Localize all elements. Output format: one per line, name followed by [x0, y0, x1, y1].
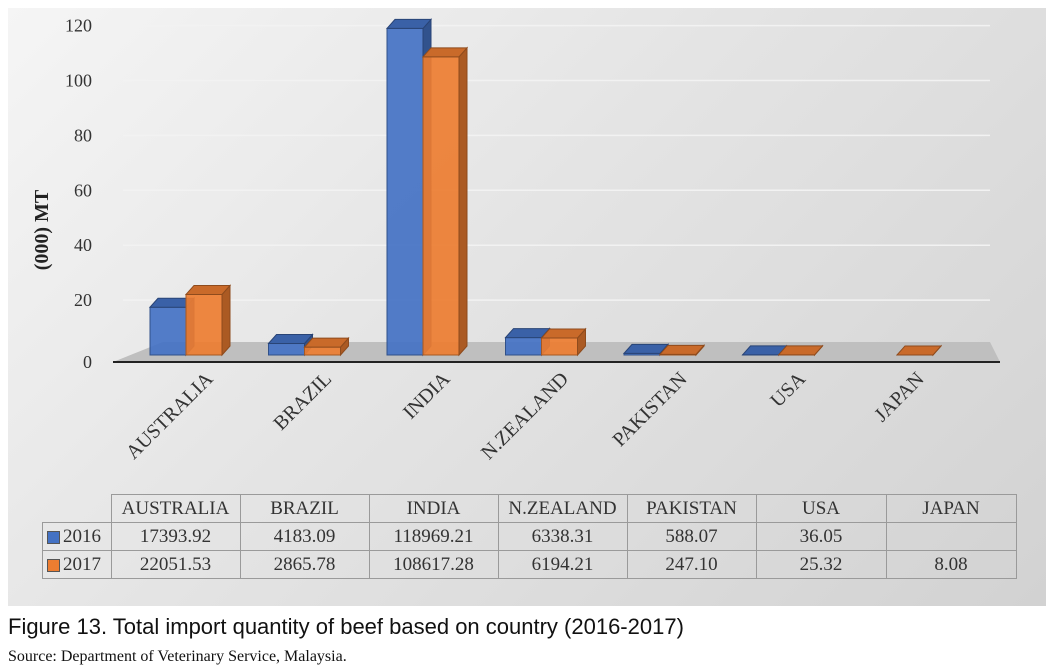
figure-caption: Figure 13. Total import quantity of beef… — [8, 614, 684, 639]
bar-top-2017-n.zealand — [540, 328, 587, 339]
y-tick-label: 60 — [74, 180, 92, 200]
bar-2016-india — [386, 27, 424, 356]
legend-swatch-2016 — [47, 530, 60, 544]
table-header-cell: BRAZIL — [239, 494, 370, 523]
x-tick-label: INDIA — [399, 368, 455, 424]
x-tick-label: AUSTRALIA — [122, 368, 218, 464]
y-tick-label: 100 — [65, 71, 92, 91]
table-cell: 588.07 — [626, 522, 757, 551]
table-cell: 17393.92 — [110, 522, 241, 551]
table-header-cell: USA — [755, 494, 887, 523]
bar-top-2016-india — [385, 18, 433, 29]
y-tick-label: 80 — [74, 125, 92, 145]
bar-top-2017-india — [421, 47, 469, 58]
x-tick-label: BRAZIL — [269, 368, 336, 435]
bar-2017-india — [422, 56, 460, 356]
legend-swatch-2017 — [47, 558, 60, 572]
table-corner — [43, 495, 112, 523]
x-tick-label: N.ZEALAND — [477, 368, 573, 464]
source-note: Source: Department of Veterinary Service… — [8, 648, 347, 665]
bar-top-2016-pakistan — [622, 343, 670, 354]
table-cell: 4183.09 — [239, 522, 370, 551]
legend-label: 2016 — [63, 525, 101, 547]
table-header-cell: INDIA — [368, 494, 499, 523]
table-header-cell: PAKISTAN — [626, 494, 757, 523]
table-header-row: AUSTRALIA BRAZIL INDIA N.ZEALAND PAKISTA… — [43, 494, 1017, 523]
bar-2016-brazil — [268, 343, 305, 356]
x-tick-label: JAPAN — [870, 368, 928, 426]
bar-side-2017-australia — [221, 284, 231, 357]
bar-2017-australia — [185, 293, 223, 356]
table-row: 2017 22051.53 2865.78 108617.28 6194.21 … — [42, 550, 1017, 579]
bar-top-2017-brazil — [303, 337, 350, 348]
table-cell — [885, 522, 1017, 551]
x-tick-label: USA — [766, 368, 810, 412]
legend-entry-2016: 2016 — [42, 522, 112, 551]
bar-top-2017-australia — [184, 284, 232, 295]
bar-side-2017-india — [458, 46, 468, 357]
table-cell: 2865.78 — [239, 550, 370, 579]
y-tick-label: 20 — [74, 290, 92, 310]
legend-label: 2017 — [63, 553, 101, 575]
table-cell: 25.32 — [755, 550, 887, 579]
table-row: 2016 17393.92 4183.09 118969.21 6338.31 … — [42, 522, 1017, 551]
data-table: AUSTRALIA BRAZIL INDIA N.ZEALAND PAKISTA… — [42, 494, 1017, 579]
table-cell: 36.05 — [755, 522, 887, 551]
bar-top-2017-japan — [895, 345, 943, 356]
bar-2016-australia — [149, 306, 187, 356]
table-cell: 118969.21 — [368, 522, 499, 551]
table-cell: 6338.31 — [497, 522, 628, 551]
y-axis-label: (000) MT — [31, 189, 53, 270]
x-tick-label: PAKISTAN — [608, 368, 691, 451]
bar-2017-brazil — [304, 346, 341, 356]
table-cell: 22051.53 — [110, 550, 241, 579]
bar-2017-n.zealand — [541, 337, 578, 356]
table-header-cell: JAPAN — [885, 494, 1017, 523]
table-cell: 247.10 — [626, 550, 757, 579]
table-header-cell: AUSTRALIA — [110, 494, 241, 523]
table-cell: 6194.21 — [497, 550, 628, 579]
y-tick-label: 0 — [83, 352, 92, 372]
table-cell: 108617.28 — [368, 550, 499, 579]
table-header-cell: N.ZEALAND — [497, 494, 628, 523]
table-cell: 8.08 — [885, 550, 1017, 579]
y-tick-label: 40 — [74, 235, 92, 255]
bar-top-2016-brazil — [267, 334, 314, 345]
y-tick-label: 120 — [65, 16, 92, 36]
bar-2016-n.zealand — [505, 337, 542, 356]
legend-entry-2017: 2017 — [42, 550, 112, 579]
bar-top-2017-usa — [777, 345, 824, 356]
bar-top-2017-pakistan — [658, 344, 706, 355]
